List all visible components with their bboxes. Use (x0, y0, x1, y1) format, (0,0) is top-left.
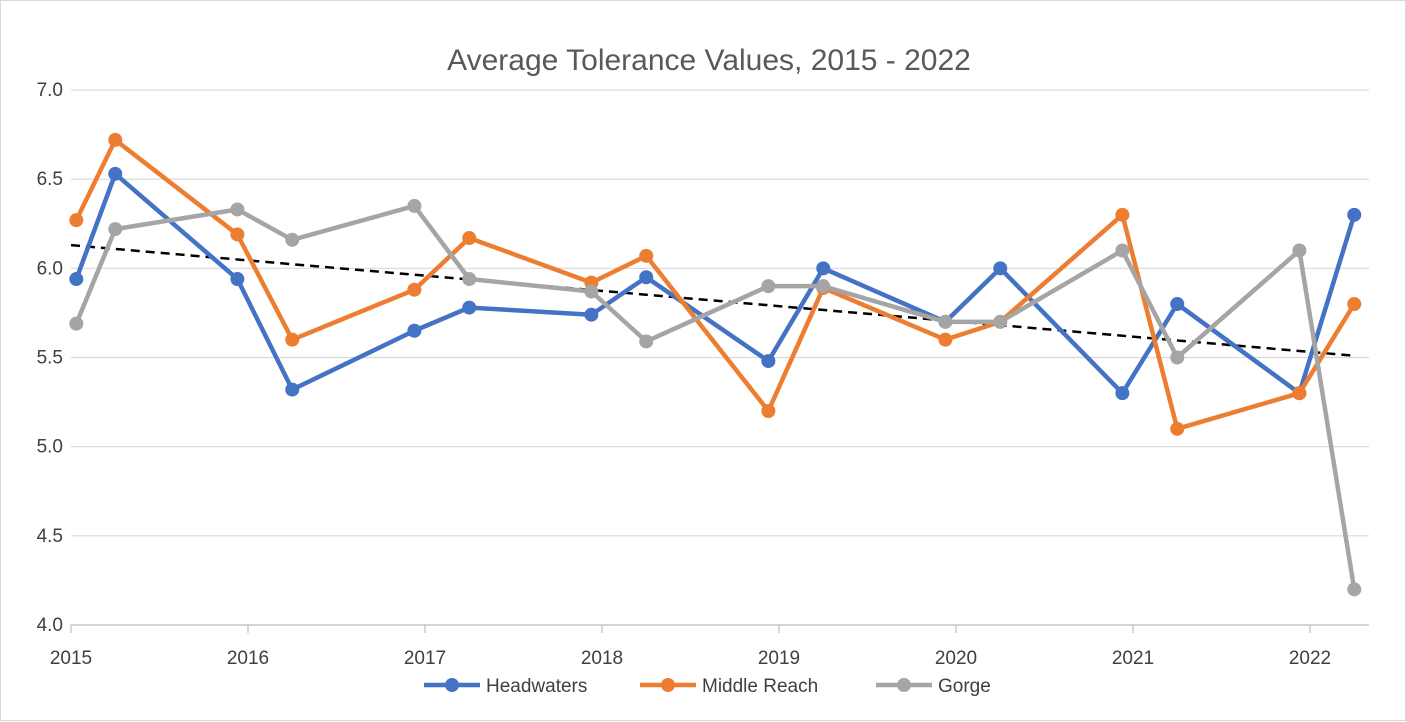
gorge-point (1347, 582, 1362, 597)
gorge-point (462, 272, 477, 287)
chart-title: Average Tolerance Values, 2015 - 2022 (447, 44, 971, 77)
middle-reach-point (69, 213, 84, 228)
middle-reach-point (1170, 421, 1185, 436)
x-tick-label: 2015 (50, 648, 92, 669)
gorge-legend-label: Gorge (938, 676, 991, 697)
headwaters-point (407, 323, 422, 338)
gorge-point (1292, 243, 1307, 258)
gorge-point (993, 314, 1008, 329)
y-tick-label: 4.0 (37, 615, 63, 636)
middle-reach-point (938, 332, 953, 347)
trendline-group (70, 243, 1355, 357)
headwaters-point (1115, 386, 1130, 401)
middle-reach-line (74, 137, 1357, 432)
middle-reach-point (761, 404, 776, 418)
legend: Headwaters Middle Reach Gorge (424, 676, 991, 697)
headwaters-point (230, 272, 245, 287)
middle-reach-point (285, 332, 300, 347)
headwaters-legend-marker (445, 678, 459, 692)
gorge-legend-marker (897, 678, 911, 692)
y-tick-label: 7.0 (37, 80, 63, 101)
x-tick-label: 2016 (227, 648, 269, 669)
headwaters-point (816, 261, 831, 276)
middle-reach-point (1292, 386, 1307, 401)
trendline (70, 243, 1355, 357)
series-group (69, 132, 1362, 597)
gorge-point (1170, 350, 1185, 365)
y-tick-label: 6.0 (37, 258, 63, 279)
headwaters-point (69, 272, 84, 287)
y-tick-label: 5.5 (37, 348, 63, 369)
y-tick-label: 4.5 (37, 526, 63, 547)
middle-reach-point (407, 282, 422, 297)
headwaters-point (285, 382, 300, 397)
gorge-point (69, 316, 84, 331)
middle-reach-point (1347, 297, 1362, 311)
middle-reach-point (108, 132, 123, 147)
gorge-point (584, 284, 599, 299)
y-tick-label: 6.5 (37, 169, 63, 190)
x-tick-label: 2019 (758, 648, 800, 669)
middle-reach-point (462, 231, 477, 246)
x-tick-label: 2021 (1112, 648, 1154, 669)
x-tick-label: 2020 (935, 648, 977, 669)
x-tick-label: 2018 (581, 648, 623, 669)
headwaters-point (462, 300, 477, 315)
headwaters-line (74, 171, 1357, 396)
x-tick-label: 2022 (1289, 648, 1331, 669)
gorge-point (938, 314, 953, 329)
gorge-point (230, 202, 245, 217)
middle-reach-point (230, 227, 245, 242)
headwaters-point (639, 270, 654, 285)
gorge-point (285, 232, 300, 247)
gorge-point (407, 198, 422, 213)
gridlines (71, 89, 1369, 626)
x-axis: 2015 2016 2017 2018 2019 2020 2021 2022 (50, 624, 1369, 669)
gorge-point (639, 334, 654, 349)
middle-reach-point (1115, 207, 1130, 222)
middle-reach-point (639, 248, 654, 263)
headwaters-point (584, 307, 599, 322)
headwaters-point (108, 166, 123, 181)
gorge-point (108, 222, 123, 237)
middle-reach-legend-label: Middle Reach (702, 676, 818, 697)
gorge-line (74, 203, 1357, 592)
headwaters-legend-label: Headwaters (486, 676, 587, 697)
gorge-point (761, 279, 776, 294)
y-axis-ticks: 4.0 4.5 5.0 5.5 6.0 6.5 7.0 (37, 80, 63, 636)
middle-reach-legend-marker (661, 678, 675, 692)
y-tick-label: 5.0 (37, 437, 63, 458)
headwaters-point (1347, 207, 1362, 222)
x-tick-label: 2017 (404, 648, 446, 669)
headwaters-point (761, 354, 776, 369)
headwaters-point (1170, 297, 1185, 311)
headwaters-point (993, 261, 1008, 276)
gorge-point (816, 279, 831, 294)
gorge-point (1115, 243, 1130, 258)
